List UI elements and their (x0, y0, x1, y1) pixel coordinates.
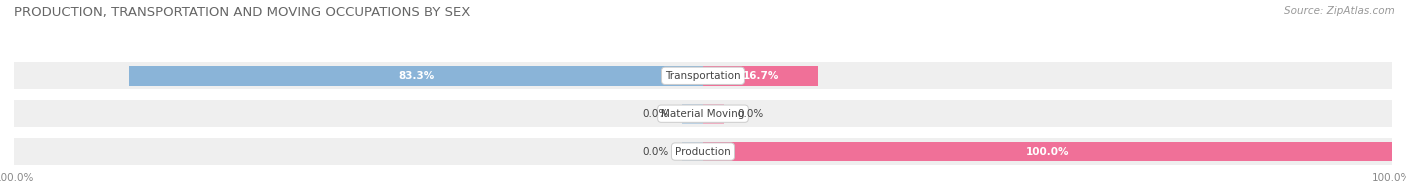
Text: 83.3%: 83.3% (398, 71, 434, 81)
Bar (14, 138, 1392, 165)
Bar (703, 66, 818, 86)
Text: Production: Production (675, 147, 731, 157)
Text: PRODUCTION, TRANSPORTATION AND MOVING OCCUPATIONS BY SEX: PRODUCTION, TRANSPORTATION AND MOVING OC… (14, 6, 471, 19)
Bar (14, 100, 1392, 127)
Text: 16.7%: 16.7% (742, 71, 779, 81)
Text: 0.0%: 0.0% (643, 147, 669, 157)
Text: 0.0%: 0.0% (738, 109, 763, 119)
Bar (703, 104, 724, 123)
Bar (682, 142, 703, 162)
Text: Source: ZipAtlas.com: Source: ZipAtlas.com (1284, 6, 1395, 16)
Text: Material Moving: Material Moving (661, 109, 745, 119)
Bar (14, 62, 1392, 89)
Bar (682, 104, 703, 123)
Bar (129, 66, 703, 86)
Text: 100.0%: 100.0% (1026, 147, 1069, 157)
Bar (703, 142, 1392, 162)
Text: Transportation: Transportation (665, 71, 741, 81)
Text: 0.0%: 0.0% (643, 109, 669, 119)
